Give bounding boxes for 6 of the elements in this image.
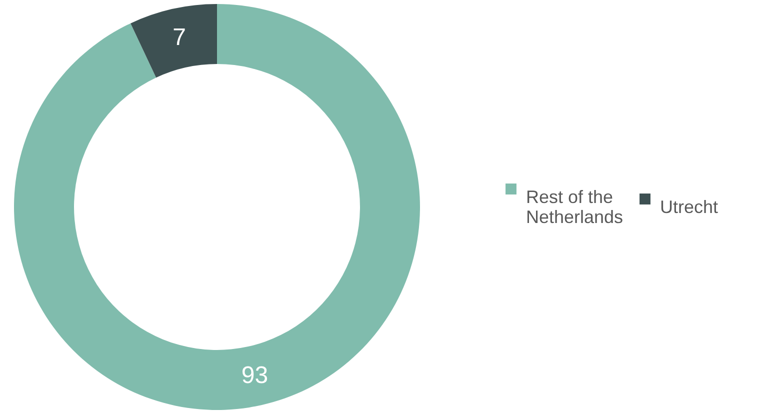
donut-slice [14, 4, 420, 410]
data-label: 7 [172, 24, 186, 52]
donut-slice [130, 4, 217, 78]
legend-label: Rest of the Netherlands [526, 187, 624, 227]
legend-label: Utrecht [660, 197, 718, 217]
data-label: 93 [241, 362, 268, 389]
